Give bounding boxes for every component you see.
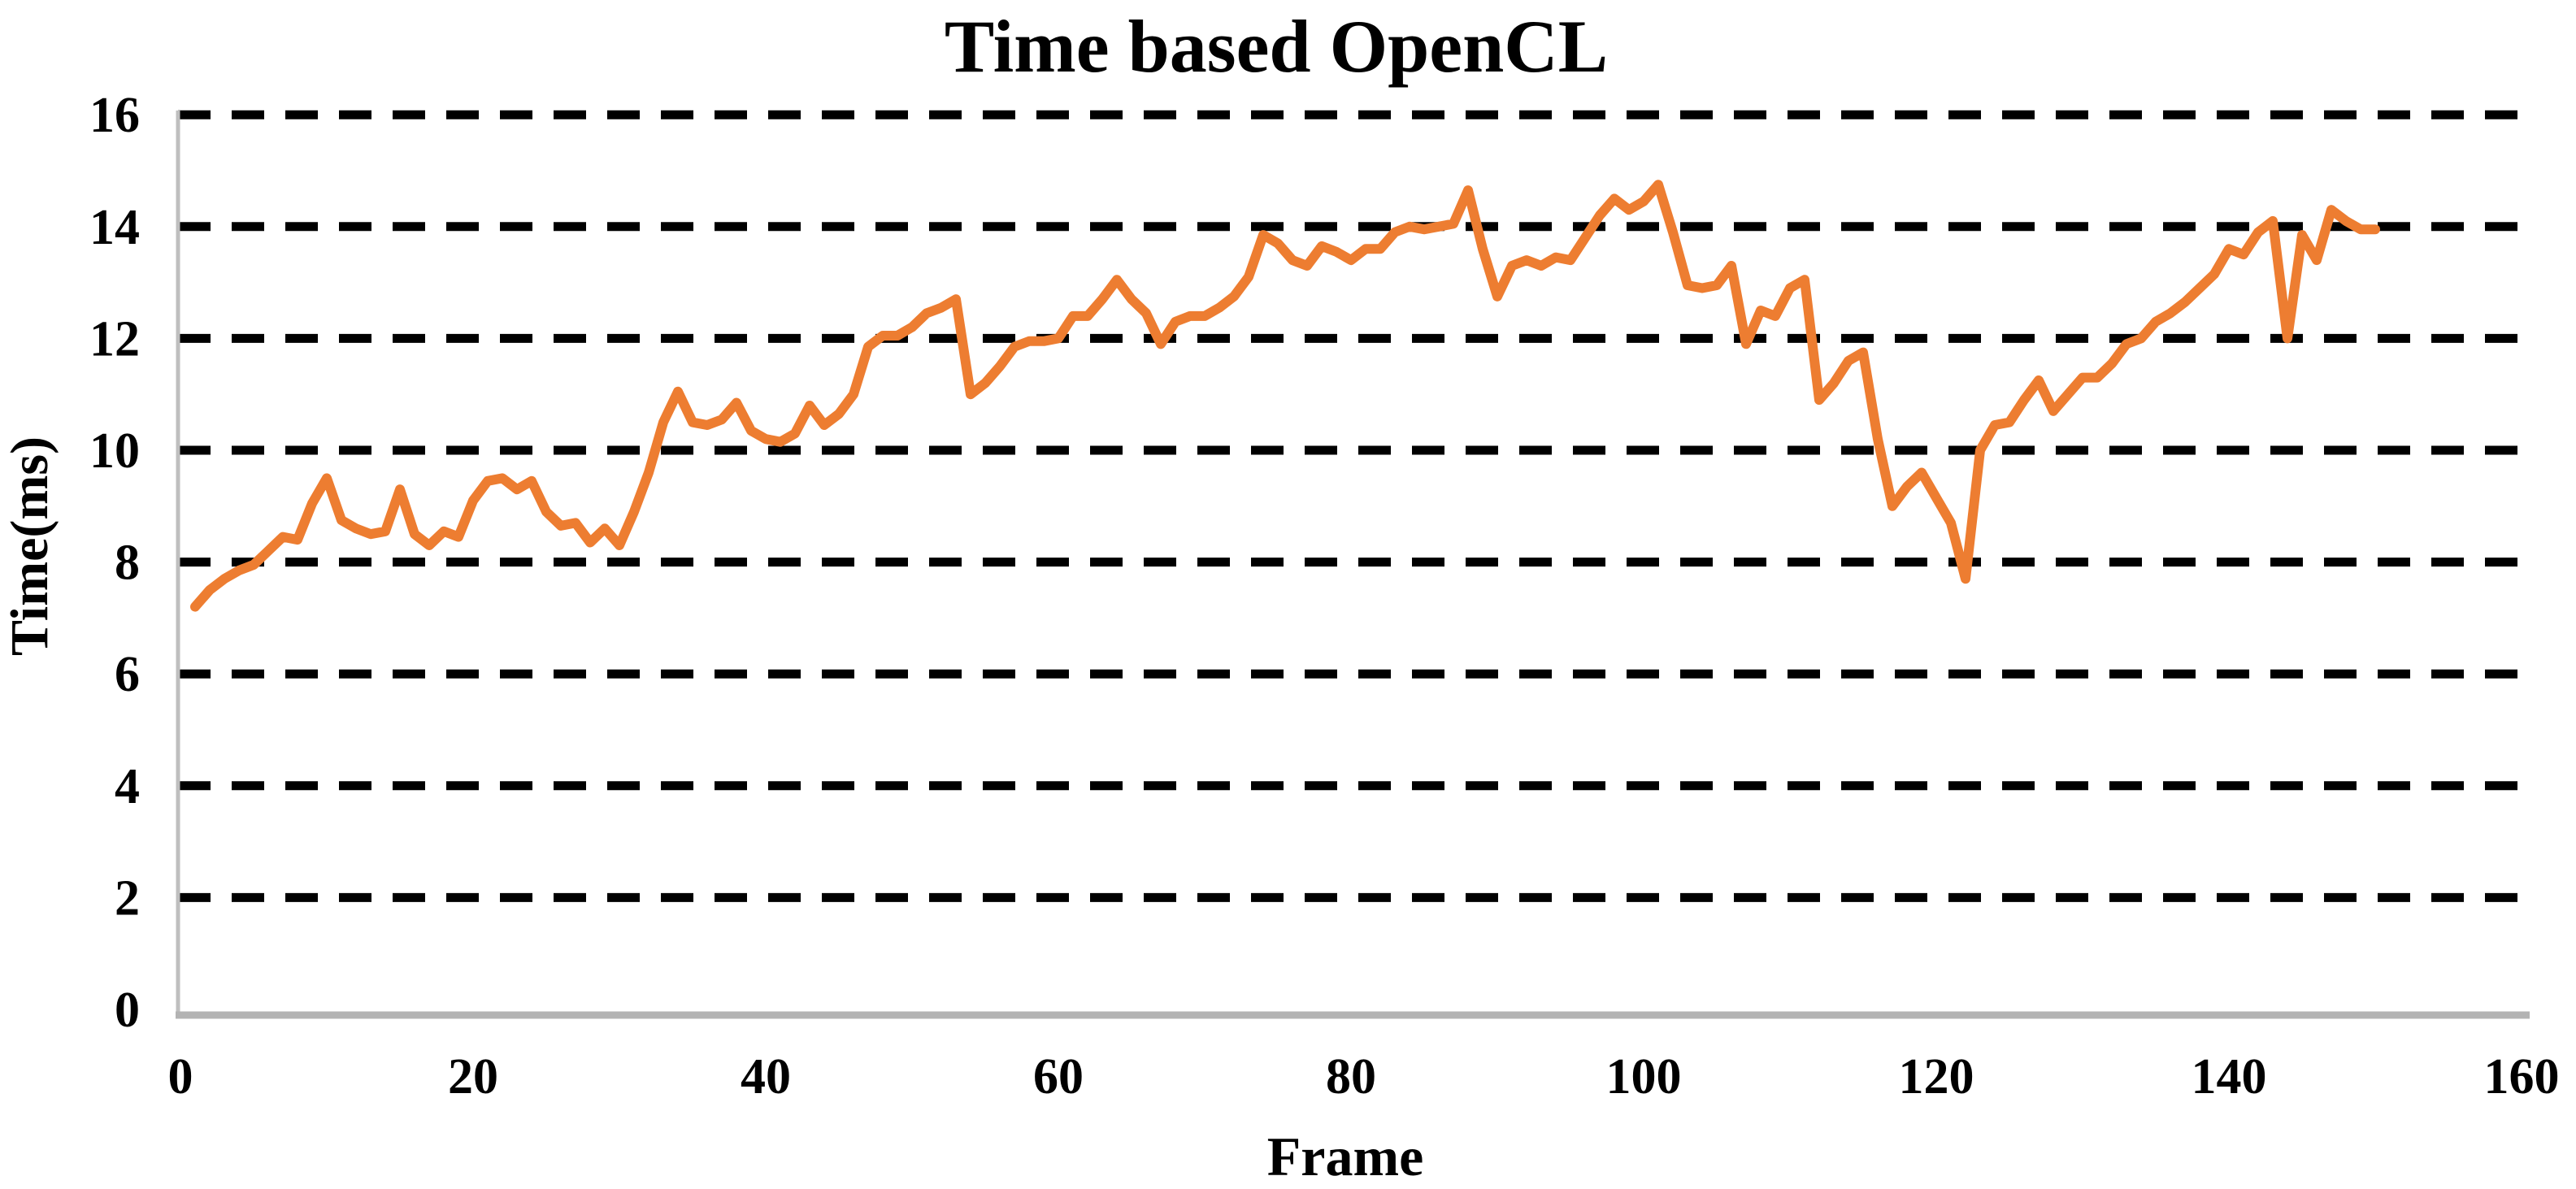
gridlines [178, 110, 2526, 902]
x-tick-label-80: 80 [1326, 1049, 1376, 1104]
y-tick-label-10: 10 [89, 423, 140, 479]
series-line [190, 180, 2380, 612]
x-tick-label-100: 100 [1606, 1049, 1682, 1104]
y-tick-label-2: 2 [115, 870, 140, 926]
x-axis-tick-labels: 0 20 40 60 80 100 120 140 160 [168, 1049, 2560, 1104]
y-tick-label-4: 4 [115, 759, 140, 814]
y-tick-label-8: 8 [115, 536, 140, 591]
y-tick-label-0: 0 [115, 983, 140, 1038]
x-tick-label-60: 60 [1033, 1049, 1084, 1104]
x-tick-label-140: 140 [2192, 1049, 2267, 1104]
x-axis-title: Frame [1267, 1126, 1424, 1187]
y-tick-label-12: 12 [89, 311, 140, 367]
y-axis-title: Time(ms) [0, 436, 59, 656]
chart-title: Time based OpenCL [945, 5, 1608, 88]
x-tick-label-120: 120 [1899, 1049, 1974, 1104]
y-axis-tick-labels: 0 2 4 6 8 10 12 14 16 [89, 88, 140, 1038]
x-tick-label-20: 20 [448, 1049, 498, 1104]
x-tick-label-0: 0 [168, 1049, 193, 1104]
y-tick-label-16: 16 [89, 88, 140, 143]
y-tick-label-14: 14 [89, 200, 140, 255]
x-tick-label-160: 160 [2484, 1049, 2560, 1104]
y-tick-label-6: 6 [115, 647, 140, 702]
x-tick-label-40: 40 [741, 1049, 791, 1104]
